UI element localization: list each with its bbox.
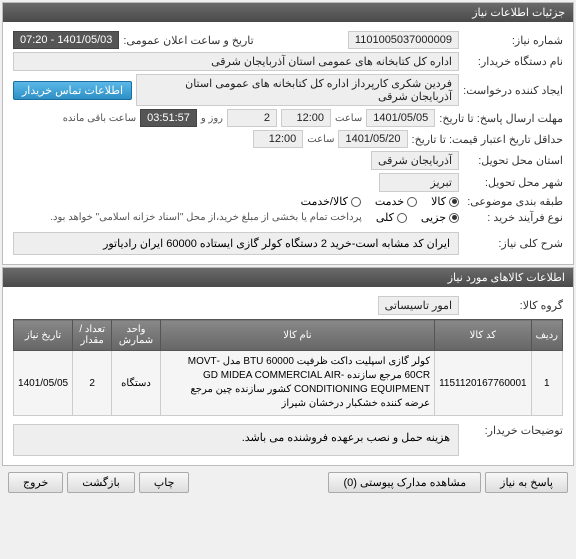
desc-label: شرح کلی نیاز: <box>463 237 563 250</box>
creator-label: ایجاد کننده درخواست: <box>463 84 563 97</box>
purchase-note: پرداخت تمام یا بخشی از مبلغ خرید،از محل … <box>50 212 362 223</box>
validity-label: حداقل تاریخ اعتبار قیمت: تا تاریخ: <box>412 133 563 146</box>
footer-bar: پاسخ به نیاز مشاهده مدارک پیوستی (0) چاپ… <box>0 468 576 497</box>
col-name: نام کالا <box>160 320 434 351</box>
cell-qty: 2 <box>73 351 112 416</box>
buyer-value: اداره کل کتابخانه های عمومی استان آذربای… <box>13 52 459 71</box>
deadline-time: 12:00 <box>281 109 331 127</box>
announce-label: تاریخ و ساعت اعلان عمومی: <box>123 34 253 47</box>
radio-service-label: خدمت <box>375 195 404 208</box>
province-value: آذربایجان شرقی <box>371 151 459 170</box>
category-label: طبقه بندی موضوعی: <box>463 195 563 208</box>
radio-partial-label: جزیی <box>421 211 446 224</box>
col-qty: تعداد / مقدار <box>73 320 112 351</box>
need-number-value: 1101005037000009 <box>348 31 459 49</box>
days-remaining: 2 <box>227 109 277 127</box>
buyer-label: نام دستگاه خریدار: <box>463 55 563 68</box>
province-label: استان محل تحویل: <box>463 154 563 167</box>
col-unit: واحد شمارش <box>112 320 161 351</box>
col-date: تاریخ نیاز <box>14 320 73 351</box>
group-label: گروه کالا: <box>463 299 563 312</box>
need-number-label: شماره نیاز: <box>463 34 563 47</box>
panel-header: جزئیات اطلاعات نیاز <box>3 3 573 22</box>
notes-value: هزینه حمل و نصب برعهده فروشنده می باشد. <box>13 424 459 456</box>
radio-goods[interactable]: کالا <box>431 195 459 208</box>
details-panel: جزئیات اطلاعات نیاز شماره نیاز: 11010050… <box>2 2 574 265</box>
radio-goods-label: کالا <box>431 195 446 208</box>
radio-dot-icon <box>397 213 407 223</box>
cell-code: 1151120167760001 <box>435 351 532 416</box>
time-remaining: 03:51:57 <box>140 109 197 127</box>
radio-dot-icon <box>449 213 459 223</box>
back-button[interactable]: بازگشت <box>67 472 135 493</box>
table-header-row: ردیف کد کالا نام کالا واحد شمارش تعداد /… <box>14 320 563 351</box>
print-button[interactable]: چاپ <box>139 472 190 493</box>
category-radio-group: کالا خدمت کالا/خدمت <box>301 195 459 208</box>
reply-button[interactable]: پاسخ به نیاز <box>485 472 568 493</box>
attachments-button[interactable]: مشاهده مدارک پیوستی (0) <box>328 472 481 493</box>
remaining-label: ساعت باقی مانده <box>63 113 136 124</box>
cell-date: 1401/05/05 <box>14 351 73 416</box>
col-code: کد کالا <box>435 320 532 351</box>
col-row: ردیف <box>531 320 562 351</box>
radio-dot-icon <box>351 197 361 207</box>
radio-full[interactable]: کلی <box>376 211 407 224</box>
notes-label: توضیحات خریدار: <box>463 424 563 437</box>
time-label-2: ساعت <box>307 134 334 145</box>
radio-both[interactable]: کالا/خدمت <box>301 195 361 208</box>
cell-name: کولر گازی اسپلیت داکت ظرفیت BTU 60000 مد… <box>160 351 434 416</box>
deadline-date: 1401/05/05 <box>366 109 435 127</box>
items-panel: اطلاعات کالاهای مورد نیاز گروه کالا: امو… <box>2 267 574 466</box>
cell-unit: دستگاه <box>112 351 161 416</box>
city-label: شهر محل تحویل: <box>463 176 563 189</box>
announce-value: 1401/05/03 - 07:20 <box>13 31 119 49</box>
radio-partial[interactable]: جزیی <box>421 211 459 224</box>
creator-value: فردین شکری کارپرداز اداره کل کتابخانه ها… <box>136 74 459 106</box>
purchase-type-label: نوع فرآیند خرید : <box>463 211 563 224</box>
radio-service[interactable]: خدمت <box>375 195 417 208</box>
cell-idx: 1 <box>531 351 562 416</box>
purchase-type-group: جزیی کلی <box>376 211 459 224</box>
validity-time: 12:00 <box>253 130 303 148</box>
exit-button[interactable]: خروج <box>8 472 63 493</box>
time-label-1: ساعت <box>335 113 362 124</box>
form-body: شماره نیاز: 1101005037000009 تاریخ و ساع… <box>3 22 573 264</box>
radio-dot-icon <box>407 197 417 207</box>
table-row[interactable]: 1 1151120167760001 کولر گازی اسپلیت داکت… <box>14 351 563 416</box>
validity-date: 1401/05/20 <box>338 130 407 148</box>
city-value: تبریز <box>379 173 459 192</box>
radio-full-label: کلی <box>376 211 394 224</box>
desc-value: ایران کد مشابه است-خرید 2 دستگاه کولر گا… <box>13 232 459 255</box>
items-body: گروه کالا: امور تاسیساتی ردیف کد کالا نا… <box>3 287 573 465</box>
items-table: ردیف کد کالا نام کالا واحد شمارش تعداد /… <box>13 319 563 416</box>
day-and-label: روز و <box>201 113 223 124</box>
contact-buyer-button[interactable]: اطلاعات تماس خریدار <box>13 81 132 100</box>
radio-dot-icon <box>449 197 459 207</box>
items-panel-header: اطلاعات کالاهای مورد نیاز <box>3 268 573 287</box>
radio-both-label: کالا/خدمت <box>301 195 348 208</box>
deadline-label: مهلت ارسال پاسخ: تا تاریخ: <box>439 112 563 125</box>
group-value: امور تاسیساتی <box>378 296 459 315</box>
